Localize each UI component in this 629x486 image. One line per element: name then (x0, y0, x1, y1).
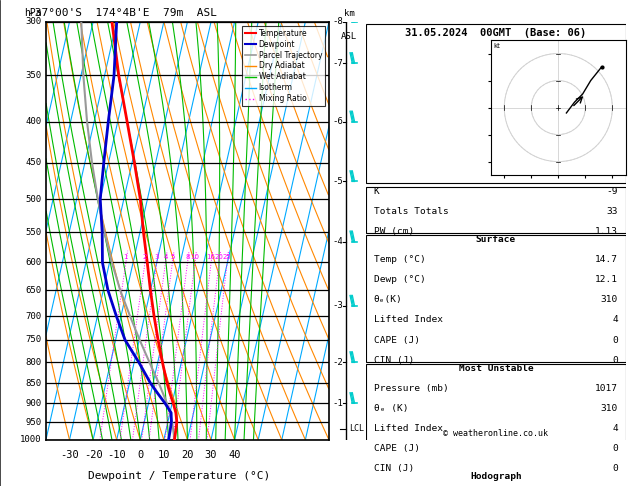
Text: 12.1: 12.1 (595, 276, 618, 284)
Text: PW (cm): PW (cm) (374, 227, 414, 236)
Text: LCL: LCL (349, 424, 364, 433)
Text: 1: 1 (124, 254, 128, 260)
Text: -20: -20 (84, 450, 103, 460)
Text: 300: 300 (26, 17, 42, 26)
Text: 31.05.2024  00GMT  (Base: 06): 31.05.2024 00GMT (Base: 06) (405, 28, 587, 38)
Text: 750: 750 (26, 335, 42, 345)
Text: θₑ (K): θₑ (K) (374, 404, 408, 413)
Text: CIN (J): CIN (J) (374, 464, 414, 473)
Text: 0: 0 (137, 450, 143, 460)
Text: 2: 2 (143, 254, 147, 260)
Text: -4: -4 (332, 237, 343, 246)
Bar (366, 187, 626, 233)
Text: 500: 500 (26, 195, 42, 204)
Text: 20: 20 (214, 254, 223, 260)
Text: Lifted Index: Lifted Index (374, 315, 443, 325)
Text: 20: 20 (181, 450, 194, 460)
Text: 16: 16 (207, 254, 216, 260)
Text: 400: 400 (26, 117, 42, 126)
Text: 0: 0 (612, 464, 618, 473)
Text: 40: 40 (228, 450, 241, 460)
Text: -9: -9 (606, 187, 618, 196)
Text: -2: -2 (332, 358, 343, 367)
Text: -1: -1 (332, 399, 343, 408)
Bar (366, 472, 626, 486)
Text: 1000: 1000 (20, 435, 42, 444)
Text: Temp (°C): Temp (°C) (374, 255, 426, 264)
Text: CAPE (J): CAPE (J) (374, 335, 420, 345)
Text: 3: 3 (155, 254, 159, 260)
Text: Pressure (mb): Pressure (mb) (374, 384, 448, 393)
Bar (366, 24, 626, 183)
Text: Totals Totals: Totals Totals (374, 207, 448, 216)
Text: © weatheronline.co.uk: © weatheronline.co.uk (443, 429, 548, 438)
Text: -3: -3 (332, 301, 343, 311)
Text: 310: 310 (601, 295, 618, 304)
Text: 650: 650 (26, 286, 42, 295)
Text: ASL: ASL (342, 32, 357, 41)
Text: -37°00'S  174°4B'E  79m  ASL: -37°00'S 174°4B'E 79m ASL (28, 8, 217, 17)
Bar (366, 364, 626, 470)
Text: Lifted Index: Lifted Index (374, 424, 443, 433)
Text: Dewp (°C): Dewp (°C) (374, 276, 426, 284)
Text: 700: 700 (26, 312, 42, 320)
Text: -8: -8 (332, 17, 343, 26)
Text: 450: 450 (26, 158, 42, 167)
Text: 1.13: 1.13 (595, 227, 618, 236)
Text: 350: 350 (26, 71, 42, 80)
Text: K: K (374, 187, 379, 196)
Text: 900: 900 (26, 399, 42, 408)
Text: -7: -7 (332, 59, 343, 68)
Text: 950: 950 (26, 417, 42, 427)
Text: 25: 25 (223, 254, 231, 260)
Text: 4: 4 (164, 254, 168, 260)
Text: θₑ(K): θₑ(K) (374, 295, 403, 304)
Text: 5: 5 (170, 254, 175, 260)
Text: Most Unstable: Most Unstable (459, 364, 533, 373)
Text: 10: 10 (191, 254, 199, 260)
Text: CIN (J): CIN (J) (374, 356, 414, 364)
Text: Dewpoint / Temperature (°C): Dewpoint / Temperature (°C) (88, 471, 270, 481)
Text: -30: -30 (60, 450, 79, 460)
Text: 4: 4 (612, 315, 618, 325)
Text: 800: 800 (26, 358, 42, 367)
Text: 8: 8 (186, 254, 190, 260)
Text: 310: 310 (601, 404, 618, 413)
Text: -6: -6 (332, 117, 343, 126)
Text: Hodograph: Hodograph (470, 472, 522, 481)
Bar (366, 235, 626, 362)
Text: 1017: 1017 (595, 384, 618, 393)
Text: Surface: Surface (476, 235, 516, 244)
Text: 0: 0 (612, 356, 618, 364)
Text: 0: 0 (612, 335, 618, 345)
Text: 10: 10 (158, 450, 170, 460)
Text: 550: 550 (26, 228, 42, 237)
Text: 850: 850 (26, 379, 42, 388)
Text: 600: 600 (26, 258, 42, 267)
Text: -10: -10 (108, 450, 126, 460)
Legend: Temperature, Dewpoint, Parcel Trajectory, Dry Adiabat, Wet Adiabat, Isotherm, Mi: Temperature, Dewpoint, Parcel Trajectory… (242, 26, 325, 106)
Text: 4: 4 (612, 424, 618, 433)
Text: 30: 30 (205, 450, 217, 460)
Text: 0: 0 (612, 444, 618, 453)
Text: km: km (344, 9, 355, 17)
Text: 14.7: 14.7 (595, 255, 618, 264)
Text: 33: 33 (606, 207, 618, 216)
Text: -5: -5 (332, 177, 343, 186)
Text: CAPE (J): CAPE (J) (374, 444, 420, 453)
Text: hPa: hPa (24, 8, 42, 17)
